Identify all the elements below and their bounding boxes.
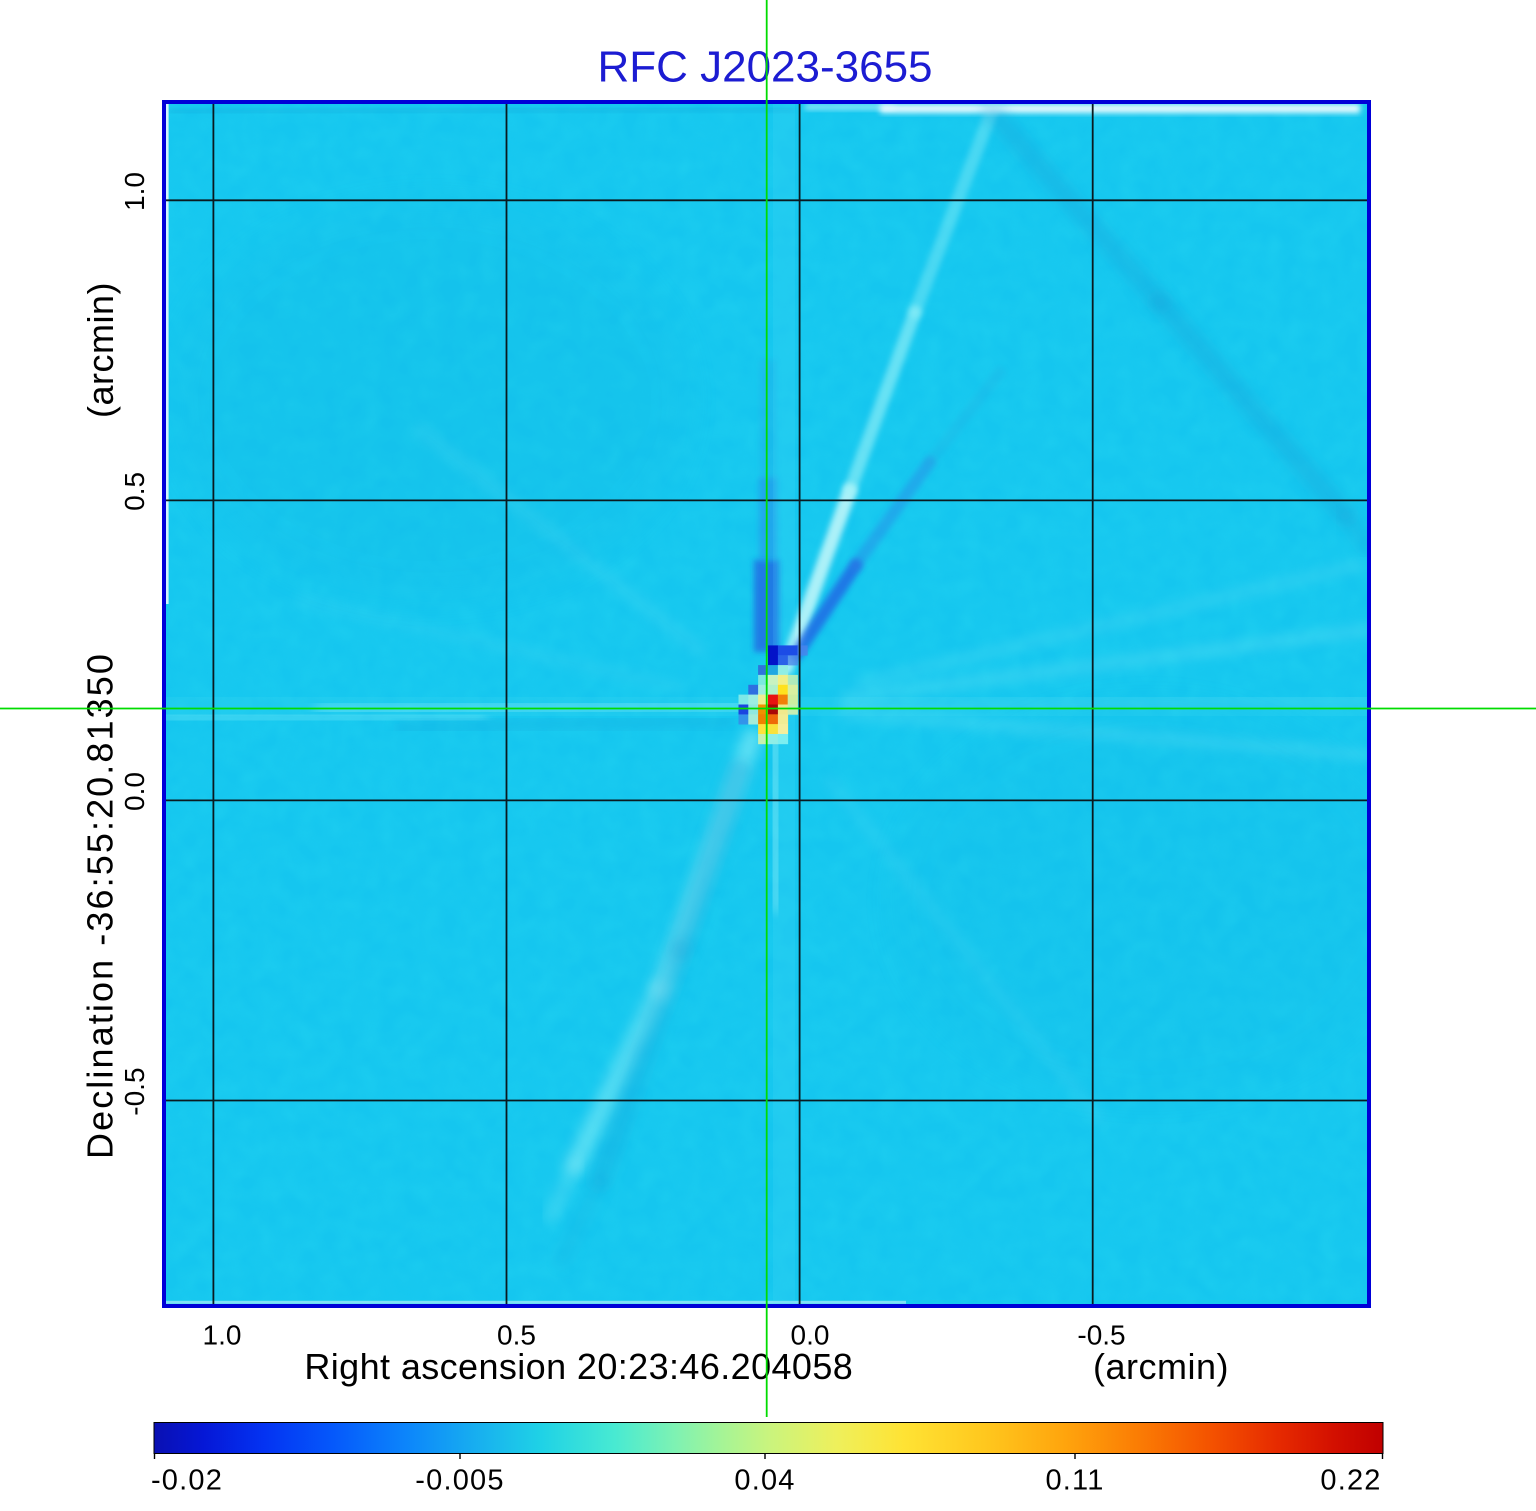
svg-text:(arcmin): (arcmin) (1093, 1346, 1229, 1387)
svg-text:0.0: 0.0 (119, 772, 150, 811)
svg-text:0.5: 0.5 (119, 472, 150, 511)
svg-text:0.11: 0.11 (1045, 1465, 1104, 1497)
svg-text:-0.5: -0.5 (119, 1067, 150, 1115)
svg-text:1.0: 1.0 (203, 1320, 242, 1351)
svg-text:0.04: 0.04 (734, 1465, 795, 1497)
svg-text:RFC J2023-3655: RFC J2023-3655 (597, 43, 932, 92)
svg-text:1.0: 1.0 (119, 172, 150, 211)
svg-text:-0.02: -0.02 (151, 1465, 223, 1497)
svg-text:Declination -36:55:20.81350: Declination -36:55:20.81350 (80, 652, 121, 1159)
svg-text:(arcmin): (arcmin) (80, 282, 121, 418)
svg-text:Right ascension 20:23:46.2040: Right ascension 20:23:46.204058 (304, 1346, 853, 1387)
svg-text:-0.5: -0.5 (1077, 1320, 1125, 1351)
svg-text:0.5: 0.5 (497, 1320, 536, 1351)
svg-text:-0.005: -0.005 (415, 1465, 504, 1497)
svg-text:0.22: 0.22 (1320, 1465, 1381, 1497)
svg-text:0.0: 0.0 (791, 1320, 830, 1351)
